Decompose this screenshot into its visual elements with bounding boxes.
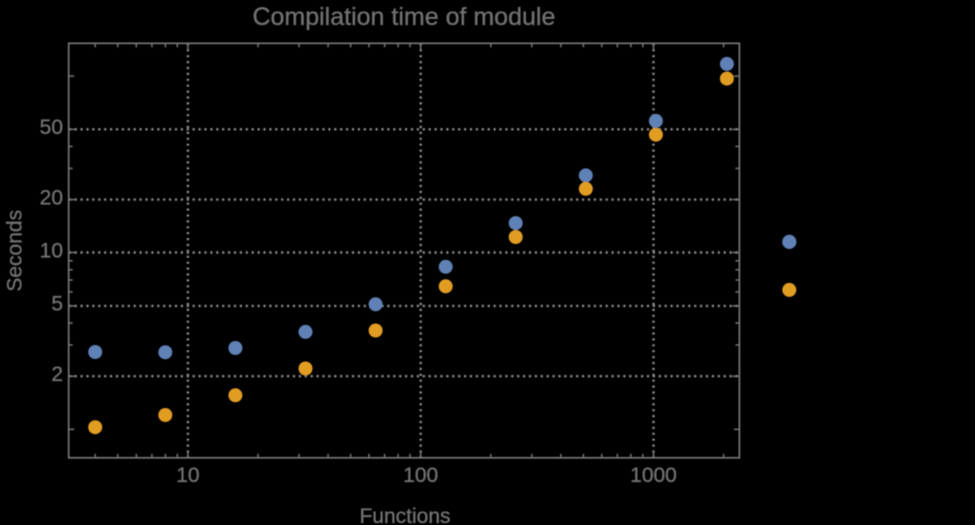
svg-text:10: 10 bbox=[176, 464, 199, 487]
svg-text:50: 50 bbox=[40, 116, 63, 139]
svg-text:10: 10 bbox=[40, 239, 63, 262]
svg-text:100: 100 bbox=[403, 464, 438, 487]
svg-text:Functions: Functions bbox=[359, 505, 450, 525]
svg-text:2: 2 bbox=[51, 363, 63, 386]
svg-text:Compilation time of module: Compilation time of module bbox=[252, 3, 555, 31]
svg-text:20: 20 bbox=[40, 186, 63, 209]
svg-text:5: 5 bbox=[51, 293, 63, 316]
svg-text:Seconds: Seconds bbox=[4, 210, 27, 292]
svg-text:1000: 1000 bbox=[630, 464, 677, 487]
